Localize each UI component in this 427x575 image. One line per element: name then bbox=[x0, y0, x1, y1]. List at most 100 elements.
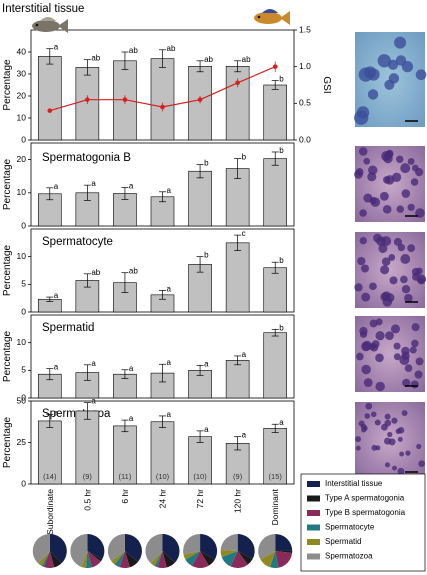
legend-swatch bbox=[307, 495, 320, 502]
y-tick-label: 25 bbox=[17, 437, 27, 447]
significance-letter: a bbox=[242, 431, 247, 440]
y2-axis-label: GSI bbox=[321, 76, 332, 93]
cell-nucleus bbox=[363, 157, 371, 165]
y-tick-label: 0 bbox=[21, 392, 26, 402]
bar bbox=[263, 158, 288, 227]
cell-nucleus bbox=[373, 233, 382, 243]
cell-nucleus bbox=[407, 158, 415, 165]
significance-letter: a bbox=[129, 364, 134, 373]
cell-nucleus bbox=[360, 264, 370, 273]
cell-nucleus bbox=[401, 351, 410, 361]
pie-slice bbox=[87, 551, 103, 562]
pie-slice bbox=[154, 551, 163, 568]
pie-slice bbox=[107, 534, 125, 562]
y-tick-label: 10 bbox=[17, 187, 27, 197]
cell-nucleus bbox=[397, 467, 405, 475]
x-tick-label: Dominant bbox=[270, 488, 280, 525]
significance-letter: a bbox=[54, 363, 59, 372]
panel-title: Spermatocyte bbox=[42, 236, 113, 248]
cell-nucleus bbox=[414, 370, 423, 379]
cell-nucleus bbox=[368, 165, 378, 175]
y-tick-label: 40 bbox=[17, 46, 27, 56]
significance-letter: ab bbox=[91, 54, 100, 63]
gsi-point bbox=[85, 97, 90, 102]
pie-slice bbox=[230, 551, 248, 569]
pie-slice bbox=[162, 551, 175, 568]
pie-slice bbox=[85, 551, 93, 569]
significance-letter: a bbox=[167, 186, 172, 195]
x-tick-label: 72 hr bbox=[195, 489, 205, 509]
cell-nucleus bbox=[370, 197, 381, 207]
pie-slice bbox=[221, 551, 238, 567]
legend-label: Spermatozoa bbox=[325, 552, 373, 561]
cell-nucleus bbox=[363, 66, 377, 79]
cell-nucleus bbox=[379, 191, 389, 201]
cell-nucleus bbox=[397, 243, 406, 252]
significance-letter: b bbox=[204, 251, 209, 260]
cell-nucleus bbox=[396, 205, 405, 213]
sample-size-label: (11) bbox=[119, 472, 132, 481]
cell-nucleus bbox=[389, 276, 398, 285]
y-axis-label: Percentage bbox=[2, 59, 13, 111]
pie-chart bbox=[183, 534, 218, 569]
y-tick-label: 0 bbox=[21, 220, 26, 230]
cell-nucleus bbox=[391, 417, 398, 424]
y2-tick-label: 0.0 bbox=[299, 134, 311, 144]
pie-slice bbox=[275, 550, 293, 553]
micrograph bbox=[355, 402, 425, 478]
significance-letter: b bbox=[279, 146, 284, 155]
cell-nucleus bbox=[359, 236, 367, 245]
significance-letter: b bbox=[279, 75, 284, 84]
pie-slice bbox=[200, 534, 218, 560]
bar bbox=[225, 360, 250, 399]
pie-slice bbox=[87, 534, 105, 560]
cell-nucleus bbox=[397, 427, 405, 434]
panel-title: Spermatogonia B bbox=[42, 152, 131, 164]
y-axis-label: Percentage bbox=[2, 416, 13, 468]
cell-nucleus bbox=[361, 292, 371, 302]
x-tick-label: Subordinate bbox=[45, 489, 55, 535]
cell-nucleus bbox=[355, 445, 361, 451]
legend-swatch bbox=[307, 481, 320, 487]
cell-nucleus bbox=[375, 381, 385, 392]
pie-slice bbox=[157, 551, 167, 569]
cell-nucleus bbox=[392, 465, 397, 471]
y-tick-label: 5 bbox=[21, 279, 26, 289]
pie-slice bbox=[70, 534, 88, 567]
significance-letter: ab bbox=[204, 55, 213, 64]
legend-label: Type A spermatogonia bbox=[325, 494, 405, 503]
x-tick-label: 120 hr bbox=[233, 489, 243, 513]
cell-nucleus bbox=[401, 410, 408, 416]
gsi-point bbox=[122, 97, 128, 102]
cell-nucleus bbox=[354, 170, 363, 179]
cell-nucleus bbox=[404, 293, 413, 303]
cell-nucleus bbox=[388, 73, 400, 84]
cell-nucleus bbox=[367, 89, 379, 100]
cell-nucleus bbox=[365, 402, 373, 410]
significance-letter: b bbox=[242, 153, 247, 162]
sample-size-label: (9) bbox=[83, 472, 93, 481]
legend-label: Spermatid bbox=[325, 537, 361, 546]
bar bbox=[225, 242, 250, 313]
cell-nucleus bbox=[362, 340, 372, 351]
significance-letter: a bbox=[91, 397, 96, 406]
y2-tick-label: 1.5 bbox=[299, 24, 311, 34]
cell-nucleus bbox=[375, 331, 385, 341]
pie-slice bbox=[220, 550, 238, 558]
bar bbox=[263, 267, 288, 313]
y-tick-label: 30 bbox=[17, 68, 27, 78]
cell-nucleus bbox=[378, 244, 388, 253]
cell-nucleus bbox=[358, 147, 368, 156]
cell-nucleus bbox=[371, 444, 378, 451]
micrograph bbox=[354, 146, 425, 222]
cell-nucleus bbox=[385, 331, 394, 341]
cell-nucleus bbox=[358, 420, 365, 427]
cell-nucleus bbox=[393, 237, 402, 246]
cell-nucleus bbox=[381, 257, 391, 266]
pie-slice bbox=[191, 551, 209, 569]
cell-nucleus bbox=[380, 265, 390, 275]
fish-eye bbox=[35, 23, 39, 27]
cell-nucleus bbox=[410, 380, 419, 389]
pie-slice bbox=[145, 534, 163, 564]
